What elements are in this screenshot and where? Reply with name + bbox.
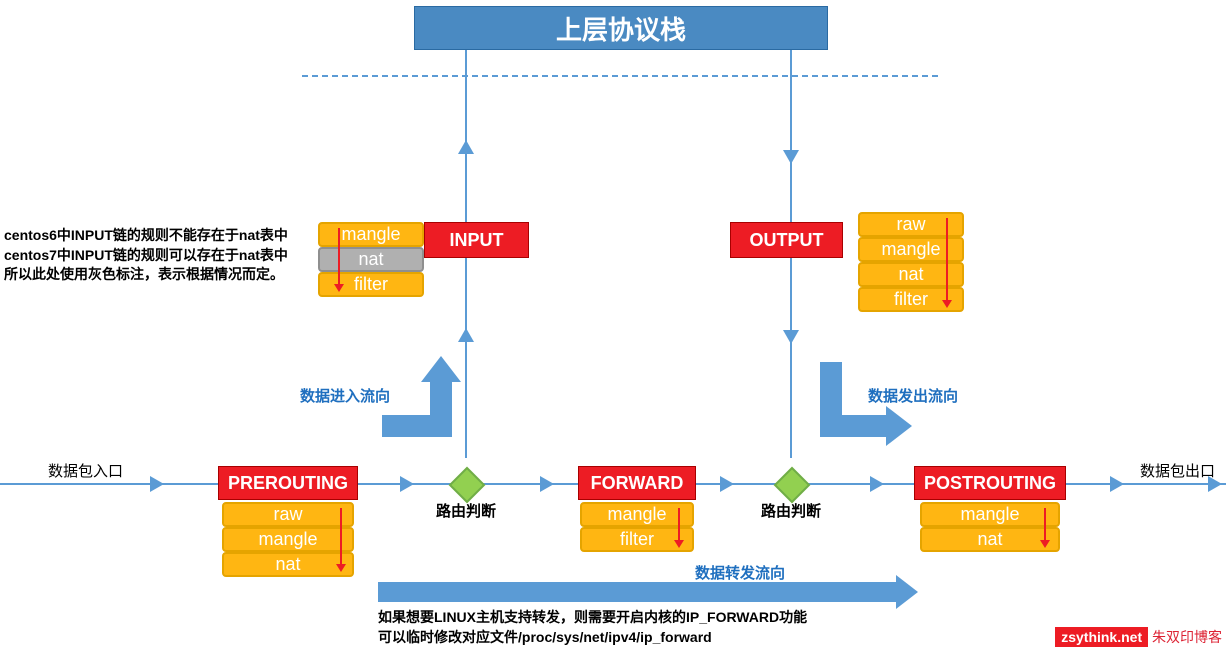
input-redarrow <box>338 228 340 286</box>
dashed-divider <box>302 75 938 77</box>
t: filter <box>620 529 654 550</box>
t: raw <box>273 504 302 525</box>
chain-prerouting-label: PREROUTING <box>228 473 348 494</box>
arrow-top-to-output <box>783 150 799 164</box>
post-table-mangle: mangle <box>920 502 1060 527</box>
line-input-up <box>465 165 467 222</box>
watermark: zsythink.net 朱双印博客 <box>1055 627 1222 647</box>
forward-flow-arrow <box>378 582 900 602</box>
t: mangle <box>881 239 940 260</box>
ar2 <box>400 476 414 492</box>
post-table-nat: nat <box>920 527 1060 552</box>
top-title: 上层协议栈 <box>556 10 686 47</box>
label-exit: 数据包出口 <box>1140 460 1215 481</box>
ar1 <box>150 476 164 492</box>
note-bottom-l2: 可以临时修改对应文件/proc/sys/net/ipv4/ip_forward <box>378 628 807 648</box>
output-table-mangle: mangle <box>858 237 964 262</box>
note-bottom: 如果想要LINUX主机支持转发，则需要开启内核的IP_FORWARD功能 可以临… <box>378 608 807 647</box>
ar5 <box>870 476 884 492</box>
t: nat <box>358 249 383 270</box>
arrow-input-to-top <box>458 140 474 154</box>
pre-table-raw: raw <box>222 502 354 527</box>
t: raw <box>896 214 925 235</box>
fwd-redarrow <box>678 508 680 542</box>
note-left-l3: 所以此处使用灰色标注，表示根据情况而定。 <box>4 265 288 285</box>
chain-forward-label: FORWARD <box>591 473 684 494</box>
output-table-nat: nat <box>858 262 964 287</box>
pre-table-nat: nat <box>222 552 354 577</box>
note-left-l2: centos7中INPUT链的规则可以存在于nat表中 <box>4 246 288 266</box>
output-table-raw: raw <box>858 212 964 237</box>
watermark-gray: 朱双印博客 <box>1148 629 1222 645</box>
fwd-table-mangle: mangle <box>580 502 694 527</box>
t: mangle <box>607 504 666 525</box>
t: mangle <box>341 224 400 245</box>
label-flow-in: 数据进入流向 <box>300 385 390 406</box>
diagram-stage: 上层协议栈 centos6中INPUT链的规则不能存在于nat表中 centos… <box>0 0 1226 649</box>
fat-in-head <box>421 356 461 382</box>
line-output-down <box>790 258 792 458</box>
chain-input-label: INPUT <box>450 230 504 251</box>
watermark-red: zsythink.net <box>1055 627 1148 647</box>
t: mangle <box>960 504 1019 525</box>
note-left: centos6中INPUT链的规则不能存在于nat表中 centos7中INPU… <box>4 226 288 285</box>
route-left <box>449 467 486 504</box>
input-table-mangle: mangle <box>318 222 424 247</box>
fat-out-head <box>886 406 912 446</box>
chain-input: INPUT <box>424 222 529 258</box>
t: filter <box>354 274 388 295</box>
t: filter <box>894 289 928 310</box>
route-left-label: 路由判断 <box>436 500 496 521</box>
fat-in-v <box>430 380 452 435</box>
t: nat <box>977 529 1002 550</box>
line-output-up <box>790 165 792 222</box>
arrow-to-input <box>458 328 474 342</box>
post-redarrow <box>1044 508 1046 542</box>
t: nat <box>898 264 923 285</box>
ar6 <box>1110 476 1124 492</box>
label-entry: 数据包入口 <box>48 460 123 481</box>
arrow-from-output <box>783 330 799 344</box>
pre-table-mangle: mangle <box>222 527 354 552</box>
fat-out-h <box>820 415 888 437</box>
route-right-label: 路由判断 <box>761 500 821 521</box>
ar3 <box>540 476 554 492</box>
chain-postrouting-label: POSTROUTING <box>924 473 1056 494</box>
t: mangle <box>258 529 317 550</box>
output-redarrow <box>946 218 948 302</box>
chain-prerouting: PREROUTING <box>218 466 358 500</box>
ar4 <box>720 476 734 492</box>
line-top-right <box>790 50 792 165</box>
input-table-nat: nat <box>318 247 424 272</box>
pre-redarrow <box>340 508 342 566</box>
note-bottom-l1: 如果想要LINUX主机支持转发，则需要开启内核的IP_FORWARD功能 <box>378 608 807 628</box>
line-input-down <box>465 258 467 458</box>
chain-output-label: OUTPUT <box>750 230 824 251</box>
chain-forward: FORWARD <box>578 466 696 500</box>
t: nat <box>275 554 300 575</box>
chain-output: OUTPUT <box>730 222 843 258</box>
label-flow-fwd: 数据转发流向 <box>695 562 785 583</box>
note-left-l1: centos6中INPUT链的规则不能存在于nat表中 <box>4 226 288 246</box>
label-flow-out: 数据发出流向 <box>868 385 958 406</box>
top-protocol-box: 上层协议栈 <box>414 6 828 50</box>
chain-postrouting: POSTROUTING <box>914 466 1066 500</box>
route-right <box>774 467 811 504</box>
